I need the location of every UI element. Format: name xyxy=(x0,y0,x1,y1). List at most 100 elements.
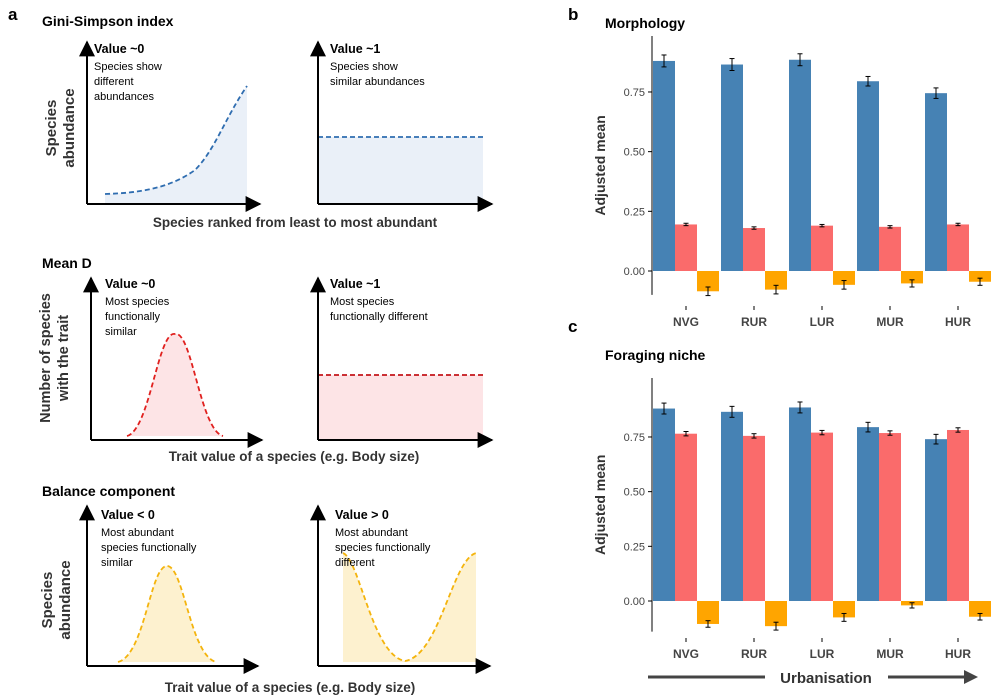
x-tick-label: LUR xyxy=(810,315,835,329)
x-tick-label: HUR xyxy=(945,647,971,661)
meand-right-fill xyxy=(318,375,483,440)
bar xyxy=(653,60,675,271)
bar xyxy=(857,427,879,601)
x-tick-label: NVG xyxy=(673,647,699,661)
gini-left-value: Value ~0 xyxy=(94,42,144,56)
gini-ylabel-line1: Species xyxy=(43,100,60,157)
bar xyxy=(833,271,855,285)
balance-left-value: Value < 0 xyxy=(101,508,155,522)
panel-letter-a: a xyxy=(8,5,18,24)
balance-left-desc-1: Most abundant xyxy=(101,527,174,539)
balance-right-desc-2: species functionally xyxy=(335,542,431,554)
x-tick-label: LUR xyxy=(810,647,835,661)
balance-xlabel: Trait value of a species (e.g. Body size… xyxy=(165,680,416,695)
bar xyxy=(833,601,855,618)
meand-title: Mean D xyxy=(42,255,92,271)
meand-left-desc-1: Most species xyxy=(105,296,170,308)
urbanisation-axis: Urbanisation xyxy=(648,670,978,687)
gini-right-desc-2: similar abundances xyxy=(330,76,425,88)
meand-left-desc-3: similar xyxy=(105,326,137,338)
y-tick-label: 0.25 xyxy=(624,206,645,218)
bar xyxy=(811,225,833,271)
balance-right-desc-1: Most abundant xyxy=(335,527,408,539)
balance-right-desc-3: different xyxy=(335,557,375,569)
gini-xlabel: Species ranked from least to most abunda… xyxy=(153,215,438,230)
meand-xlabel: Trait value of a species (e.g. Body size… xyxy=(169,449,420,464)
balance-ylabel-line2: abundance xyxy=(57,560,74,639)
x-tick-label: RUR xyxy=(741,647,767,661)
urbanisation-arrow-head xyxy=(964,670,978,684)
gini-right-value: Value ~1 xyxy=(330,42,380,56)
mean-d-schematic: Mean D Number of species with the trait … xyxy=(38,255,494,464)
bar xyxy=(765,271,787,290)
meand-left-value: Value ~0 xyxy=(105,277,155,291)
gini-right-desc-1: Species show xyxy=(330,61,398,73)
meand-right-desc-1: Most species xyxy=(330,296,395,308)
balance-left-desc-3: similar xyxy=(101,557,133,569)
bar xyxy=(743,228,765,271)
gini-left-curve xyxy=(104,85,248,195)
bar xyxy=(901,271,923,284)
chart-title: Foraging niche xyxy=(605,347,706,363)
balance-right-value: Value > 0 xyxy=(335,508,389,522)
urbanisation-label: Urbanisation xyxy=(780,670,872,687)
bar xyxy=(653,408,675,601)
balance-left-curve xyxy=(117,565,217,663)
y-tick-label: 0.50 xyxy=(624,487,645,499)
bar xyxy=(947,224,969,271)
meand-ylabel-line2: with the trait xyxy=(56,315,72,402)
bar xyxy=(789,407,811,601)
gini-left-desc-2: different xyxy=(94,76,134,88)
meand-ylabel-line1: Number of species xyxy=(38,293,54,423)
bar xyxy=(765,601,787,627)
bar xyxy=(879,433,901,601)
gini-right-fill xyxy=(318,137,483,204)
panel-letter-c: c xyxy=(568,317,577,336)
y-axis-label: Adjusted mean xyxy=(592,115,608,215)
morphology-chart: Morphology Adjusted mean 0.00 0.25 0.50 0.75 N… xyxy=(592,15,991,329)
x-tick-label: NVG xyxy=(673,315,699,329)
bar xyxy=(947,429,969,601)
meand-left-desc-2: functionally xyxy=(105,311,161,323)
gini-left-desc-3: abundances xyxy=(94,91,154,103)
balance-left-fill xyxy=(118,566,216,662)
bar xyxy=(969,601,991,617)
bar xyxy=(743,435,765,601)
y-tick-label: 0.75 xyxy=(624,432,645,444)
balance-left-desc-2: species functionally xyxy=(101,542,197,554)
gini-left-desc-1: Species show xyxy=(94,61,162,73)
x-tick-label: HUR xyxy=(945,315,971,329)
gini-ylabel-line2: abundance xyxy=(61,88,78,167)
bar xyxy=(789,59,811,271)
x-tick-label: MUR xyxy=(876,315,904,329)
meand-right-value: Value ~1 xyxy=(330,277,380,291)
y-tick-label: 0.50 xyxy=(624,147,645,159)
y-tick-label: 0.25 xyxy=(624,541,645,553)
y-tick-label: 0.00 xyxy=(624,596,645,608)
x-tick-label: RUR xyxy=(741,315,767,329)
bar xyxy=(969,271,991,282)
y-axis-label: Adjusted mean xyxy=(592,455,608,555)
y-tick-label: 0.75 xyxy=(624,87,645,99)
bar xyxy=(697,271,719,292)
balance-schematic: Balance component Species abundance Valu… xyxy=(39,483,492,695)
panel-letter-b: b xyxy=(568,5,578,24)
bar xyxy=(675,224,697,271)
bar xyxy=(721,64,743,271)
foraging-niche-chart: Foraging niche Adjusted mean 0.00 0.25 0.50 0… xyxy=(592,347,991,661)
balance-right-curve xyxy=(342,552,477,662)
gini-left-fill xyxy=(105,86,247,204)
balance-title: Balance component xyxy=(42,483,175,499)
bar xyxy=(697,601,719,624)
meand-left-curve xyxy=(126,333,224,437)
chart-title: Morphology xyxy=(605,15,685,31)
bar xyxy=(811,432,833,601)
gini-simpson-schematic: Gini-Simpson index Species abundance Val… xyxy=(42,13,494,230)
bar xyxy=(675,433,697,601)
bar xyxy=(721,411,743,601)
bar xyxy=(879,226,901,271)
bar xyxy=(925,93,947,271)
meand-left-fill xyxy=(127,333,223,436)
y-tick-label: 0.00 xyxy=(624,266,645,278)
